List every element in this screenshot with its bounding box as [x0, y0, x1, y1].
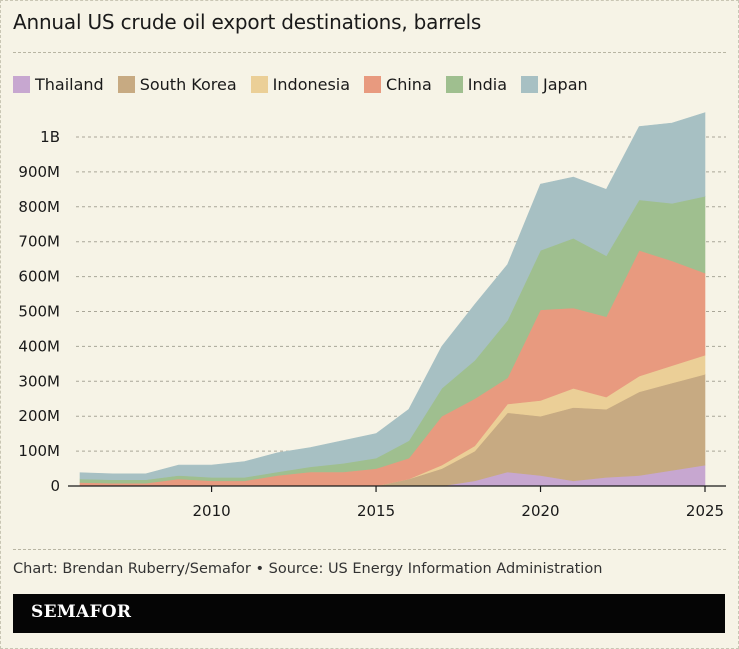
legend-swatch [364, 75, 382, 93]
y-tick-label: 700M [18, 233, 60, 251]
y-tick-label: 500M [18, 303, 60, 321]
legend-label: India [467, 74, 508, 94]
chart-title: Annual US crude oil export destinations,… [13, 10, 482, 34]
brand-logo: SEMAFOR [31, 602, 132, 622]
footer-divider [13, 549, 726, 550]
legend-swatch [117, 75, 135, 93]
legend-item-china: China [364, 75, 432, 94]
legend-item-japan: Japan [521, 75, 588, 94]
legend-label: Japan [543, 74, 588, 94]
area-chart: 0 100M 200M 300M 400M 500M 600M 700M 800M 900M 1B 2… [18, 112, 726, 520]
y-tick-label: 900M [18, 163, 60, 181]
legend-label: Indonesia [272, 74, 351, 94]
legend-label: China [386, 74, 432, 94]
area-japan [79, 112, 706, 480]
legend-swatch [250, 75, 268, 93]
chart-legend: Thailand South Korea Indonesia China India Ja… [13, 73, 602, 95]
legend-swatch [445, 75, 463, 93]
x-tick-label: 2015 [357, 502, 395, 520]
y-tick-label: 400M [18, 337, 60, 355]
x-tick-label: 2025 [686, 502, 724, 520]
x-tick-label: 2020 [521, 502, 559, 520]
y-tick-label: 1B [40, 128, 60, 146]
legend-item-south-korea: South Korea [117, 74, 237, 94]
legend-item-india: India [445, 74, 508, 94]
y-tick-label: 100M [18, 442, 60, 460]
legend-item-indonesia: Indonesia [250, 74, 351, 94]
legend-swatch [13, 75, 30, 93]
y-tick-label: 200M [18, 407, 60, 425]
brand-bar: SEMAFOR [13, 594, 725, 633]
legend-label: South Korea [139, 74, 237, 94]
legend-label: Thailand [35, 74, 104, 94]
y-tick-label: 0 [50, 477, 60, 495]
y-tick-label: 600M [18, 268, 60, 286]
y-tick-label: 800M [18, 198, 60, 216]
title-divider [13, 52, 726, 53]
legend-swatch [521, 75, 539, 93]
chart-credit: Chart: Brendan Ruberry/Semafor • Source:… [13, 561, 603, 577]
x-tick-label: 2010 [192, 502, 230, 520]
y-tick-label: 300M [18, 372, 60, 390]
legend-item-thailand: Thailand [13, 75, 104, 94]
